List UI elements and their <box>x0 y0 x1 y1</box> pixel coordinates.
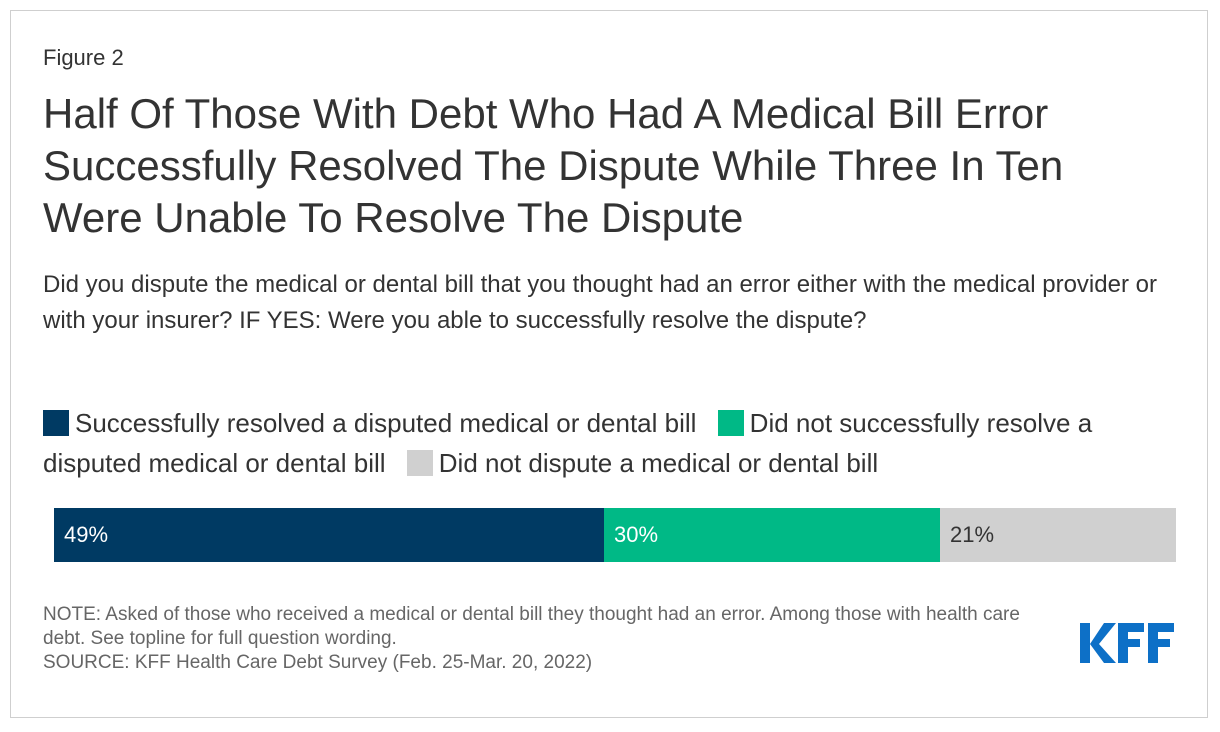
legend-label-not-disputed: Did not dispute a medical or dental bill <box>438 448 879 478</box>
data-label-not-resolved: 30% <box>614 522 659 547</box>
legend-swatch-resolved <box>43 410 69 436</box>
kff-logo <box>1080 623 1174 663</box>
chart-legend: Successfully resolved a disputed medical… <box>43 403 1193 483</box>
figure-label: Figure 2 <box>43 45 124 70</box>
legend-item-not-disputed: Did not dispute a medical or dental bill <box>406 448 879 478</box>
legend-item-resolved: Successfully resolved a disputed medical… <box>43 408 696 438</box>
source-text: SOURCE: KFF Health Care Debt Survey (Feb… <box>43 652 593 673</box>
bar-segment-not-disputed <box>940 508 1176 562</box>
legend-item-not-resolved: Did not successfully resolve a disputed … <box>43 408 1092 478</box>
chart-title: Half Of Those With Debt Who Had A Medica… <box>43 90 1064 241</box>
chart-subtitle: Did you dispute the medical or dental bi… <box>43 271 1157 334</box>
legend-swatch-not-resolved <box>717 410 744 436</box>
figure-frame <box>10 10 1208 718</box>
data-label-resolved: 49% <box>64 522 109 547</box>
legend-swatch-not-disputed <box>406 450 433 476</box>
legend-label-resolved: Successfully resolved a disputed medical… <box>75 408 697 438</box>
data-label-not-disputed: 21% <box>950 522 995 547</box>
bar-segment-not-resolved <box>604 508 940 562</box>
legend-label-not-resolved: Did not successfully resolve a disputed … <box>43 408 1093 478</box>
stacked-bar: 49% 30% 21% <box>54 508 1176 562</box>
footnote: NOTE: Asked of those who received a medi… <box>43 603 1043 675</box>
note-text: NOTE: Asked of those who received a medi… <box>43 604 1020 649</box>
bar-segment-resolved <box>54 508 604 562</box>
